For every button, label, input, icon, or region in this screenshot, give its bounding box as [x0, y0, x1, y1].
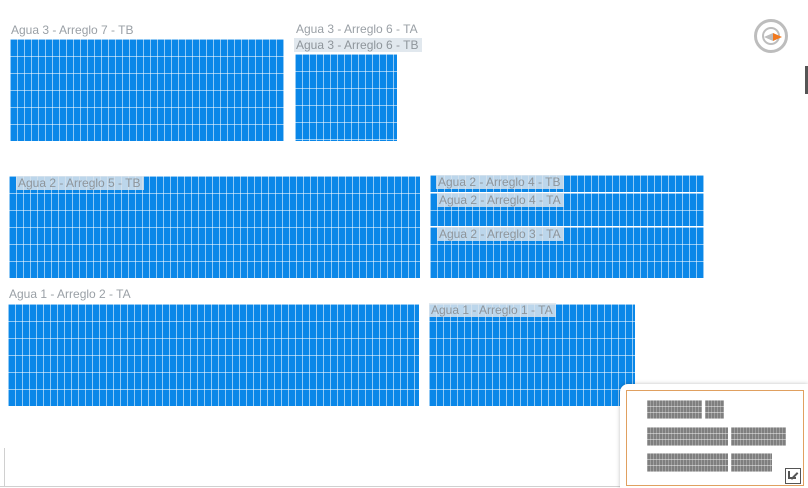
left-edge-handle [0, 448, 5, 486]
panel-array-agua1-arreglo1-ta[interactable] [428, 303, 636, 407]
compass-needle-east [773, 33, 782, 41]
array-label: Agua 2 - Arreglo 4 - TB [436, 175, 564, 189]
overview-array [731, 427, 786, 446]
vertical-scrollbar-thumb[interactable] [805, 66, 808, 94]
compass-needle-west [764, 33, 773, 41]
panel-array-agua1-arreglo2-ta[interactable] [7, 303, 420, 407]
overview-array [705, 400, 724, 419]
collapse-arrow-icon[interactable] [785, 468, 801, 484]
array-label: Agua 2 - Arreglo 5 - TB [16, 176, 144, 190]
array-label: Agua 3 - Arreglo 7 - TB [11, 23, 134, 37]
array-label: Agua 2 - Arreglo 3 - TA [437, 227, 564, 241]
array-label: Agua 1 - Arreglo 2 - TA [9, 287, 131, 301]
overview-array [647, 453, 728, 472]
panel-array-agua2-arreglo5-tb[interactable] [8, 175, 421, 279]
overview-array [731, 453, 772, 472]
panel-array-agua3-arreglo6[interactable] [294, 53, 398, 142]
array-label: Agua 1 - Arreglo 1 - TA [429, 303, 556, 317]
panel-array-agua2-arreglo4-ta[interactable] [429, 192, 705, 227]
bottom-border [0, 486, 808, 487]
array-label: Agua 3 - Arreglo 6 - TB [294, 38, 422, 52]
panel-array-agua3-arreglo7-tb[interactable] [9, 38, 285, 142]
overview-array [647, 400, 702, 419]
overview-array [647, 427, 728, 446]
array-label: Agua 2 - Arreglo 4 - TA [437, 193, 564, 207]
compass-icon[interactable] [754, 19, 788, 53]
array-label: Agua 3 - Arreglo 6 - TA [296, 22, 418, 36]
overview-map[interactable] [626, 390, 804, 486]
